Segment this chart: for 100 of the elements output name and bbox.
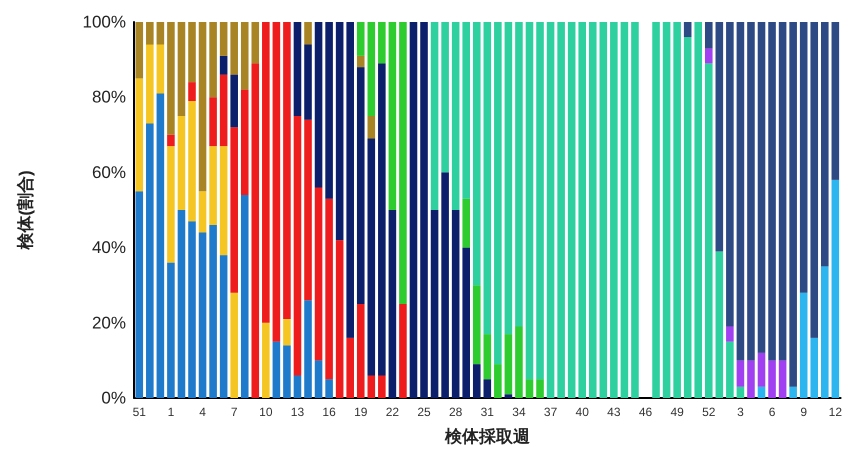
x-tick-label: 34: [512, 405, 526, 419]
bar: [484, 379, 492, 398]
y-tick-label: 80%: [92, 88, 126, 107]
bar: [504, 394, 512, 398]
x-tick-label: 3: [737, 405, 744, 419]
bar: [472, 22, 481, 286]
bar: [726, 326, 734, 342]
bar: [504, 334, 512, 394]
bar: [167, 146, 175, 263]
y-tick-label: 20%: [92, 313, 126, 332]
bar: [188, 22, 196, 82]
x-axis-title: 検体採取週: [444, 427, 530, 446]
bar: [156, 44, 164, 94]
x-tick-label: 1: [168, 405, 175, 419]
bar: [198, 22, 206, 192]
bar: [336, 240, 344, 398]
bar: [768, 360, 776, 398]
bar: [747, 360, 755, 398]
bar: [367, 22, 376, 116]
bar: [515, 22, 523, 327]
bar: [188, 221, 196, 398]
bar: [167, 22, 175, 135]
bar: [230, 292, 238, 398]
bar: [388, 22, 396, 210]
bar: [810, 22, 818, 338]
bar: [484, 334, 492, 380]
x-tick-label: 52: [702, 405, 716, 419]
bar: [441, 22, 449, 172]
bar: [230, 22, 238, 75]
bar: [810, 338, 818, 398]
bar: [462, 248, 470, 398]
bar: [472, 285, 481, 364]
bar: [283, 319, 291, 346]
x-tick-label: 10: [259, 405, 273, 419]
bar: [135, 22, 144, 78]
bar: [178, 210, 186, 398]
bar: [146, 22, 154, 45]
bar: [504, 22, 512, 334]
bar: [484, 22, 492, 334]
x-tick-label: 49: [670, 405, 684, 419]
bar: [736, 360, 744, 387]
x-tick-label: 13: [290, 405, 304, 419]
bar: [220, 74, 228, 146]
bar: [430, 210, 438, 398]
bar: [304, 120, 312, 300]
bar: [209, 225, 217, 398]
bar: [472, 364, 481, 398]
bar: [240, 22, 249, 90]
bar: [758, 386, 766, 398]
x-tick-label: 40: [576, 405, 590, 419]
bar: [378, 375, 386, 398]
bar: [652, 22, 660, 398]
bar: [167, 262, 175, 398]
bar: [167, 134, 175, 146]
x-tick-label: 7: [230, 405, 238, 419]
bar: [716, 22, 724, 252]
bar: [515, 326, 523, 398]
bar: [304, 22, 312, 45]
bar: [325, 379, 333, 398]
x-tick-label: 46: [638, 405, 652, 419]
x-tick-label: 9: [800, 405, 808, 419]
x-tick-label: 6: [768, 405, 776, 419]
bar: [178, 116, 186, 210]
bar: [378, 63, 386, 376]
bar: [789, 386, 797, 398]
bar: [314, 187, 322, 360]
bar: [441, 172, 449, 398]
x-tick-label: 12: [828, 405, 842, 419]
bar: [716, 251, 724, 398]
bar: [684, 37, 692, 398]
y-tick-label: 40%: [92, 238, 126, 258]
bar: [704, 22, 713, 48]
bar: [356, 67, 365, 304]
bar: [673, 22, 681, 398]
bar: [736, 22, 744, 360]
bar: [336, 22, 344, 240]
bar: [832, 22, 840, 180]
bar: [747, 22, 755, 360]
bar: [283, 22, 291, 320]
bar: [536, 379, 544, 398]
bar: [262, 22, 270, 323]
x-tick-label: 37: [544, 405, 558, 419]
bar: [778, 22, 786, 360]
bar: [240, 90, 249, 195]
bar: [304, 300, 312, 398]
bar: [768, 22, 776, 360]
bar: [356, 22, 365, 56]
bar: [800, 292, 808, 398]
bar: [209, 22, 217, 98]
bar: [251, 63, 260, 398]
bar: [388, 210, 396, 398]
bar: [526, 379, 534, 398]
x-tick-label: 19: [354, 405, 368, 419]
bar: [631, 22, 639, 398]
bar: [758, 352, 766, 387]
x-tick-label: 31: [480, 405, 494, 419]
bar: [198, 191, 206, 233]
bar: [620, 22, 628, 398]
bar: [399, 304, 407, 398]
bar: [240, 194, 249, 398]
